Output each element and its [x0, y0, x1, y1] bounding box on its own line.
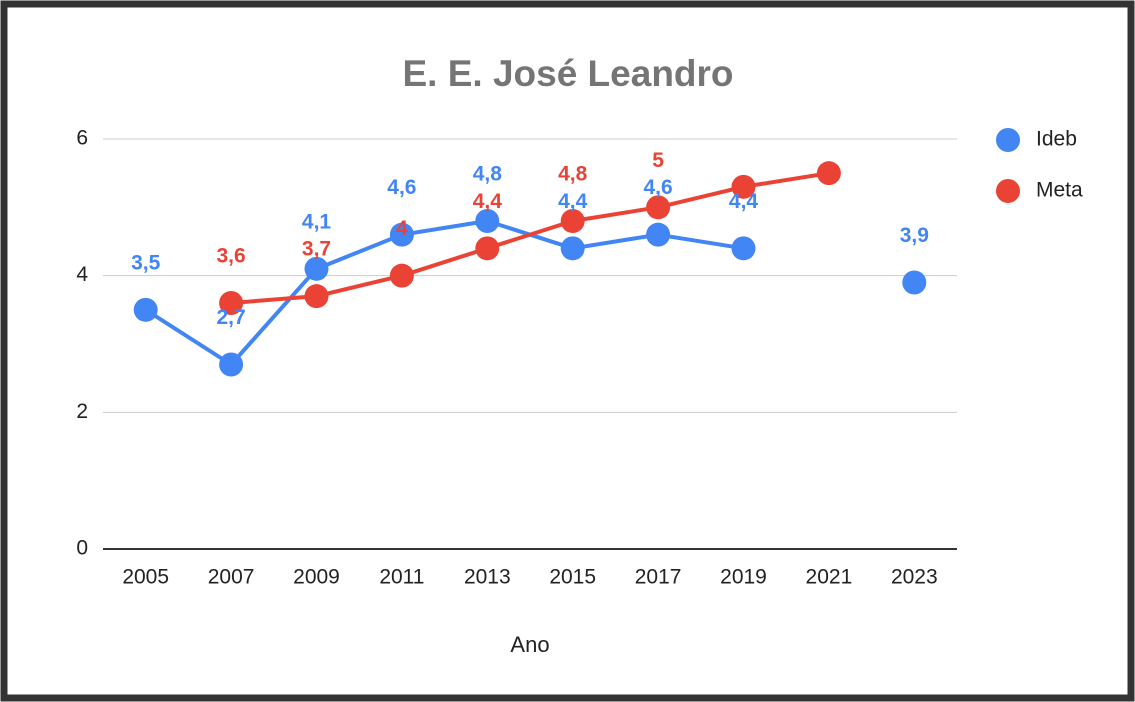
data-label: 4,8: [558, 163, 588, 186]
data-label: 2,7: [216, 306, 245, 329]
data-label: 4,4: [558, 190, 588, 213]
y-tick-label: 4: [76, 263, 88, 286]
data-point: [902, 270, 927, 295]
legend-marker: [996, 179, 1020, 203]
y-tick-label: 6: [76, 127, 88, 150]
x-tick-label: 2007: [208, 566, 255, 589]
data-point: [304, 284, 329, 309]
x-tick-label: 2009: [293, 566, 340, 589]
y-tick-label: 0: [76, 537, 88, 560]
chart-title: E. E. José Leandro: [402, 53, 733, 94]
data-label: 4,6: [387, 176, 416, 199]
legend-label: Ideb: [1036, 128, 1077, 151]
data-point: [219, 352, 244, 377]
data-label: 4: [396, 217, 408, 240]
data-label: 4,4: [729, 190, 759, 213]
data-point: [816, 161, 841, 186]
data-point: [475, 209, 500, 233]
data-label: 4,8: [473, 163, 503, 186]
y-tick-label: 2: [76, 400, 88, 423]
data-point: [389, 222, 414, 247]
series-line: [230, 171, 830, 305]
legend-marker: [996, 128, 1020, 152]
data-point: [133, 297, 158, 322]
data-label: 3,6: [216, 245, 245, 268]
data-label: 5: [652, 149, 664, 172]
data-label: 4,1: [302, 210, 332, 233]
data-point: [646, 195, 671, 220]
x-tick-label: 2011: [379, 566, 424, 589]
data-point: [475, 236, 500, 261]
data-label: 3,7: [302, 238, 331, 261]
data-point: [560, 236, 585, 261]
x-tick-label: 2005: [122, 566, 169, 589]
data-point: [731, 174, 756, 199]
data-point: [389, 263, 414, 288]
data-label: 4,6: [643, 176, 672, 199]
x-tick-label: 2023: [891, 566, 938, 589]
data-point: [219, 291, 244, 315]
x-tick-label: 2017: [635, 566, 682, 589]
data-label: 3,9: [900, 224, 929, 247]
data-point: [731, 236, 756, 261]
legend-label: Meta: [1036, 179, 1083, 202]
data-point: [646, 222, 671, 247]
x-tick-label: 2013: [464, 566, 511, 589]
x-axis-title: Ano: [510, 632, 549, 657]
data-point: [560, 209, 585, 233]
x-tick-label: 2021: [806, 566, 853, 589]
x-tick-label: 2019: [720, 566, 767, 589]
data-label: 4,4: [473, 190, 503, 213]
data-label: 3,5: [131, 251, 161, 274]
data-point: [304, 256, 329, 281]
x-tick-label: 2015: [549, 566, 596, 589]
